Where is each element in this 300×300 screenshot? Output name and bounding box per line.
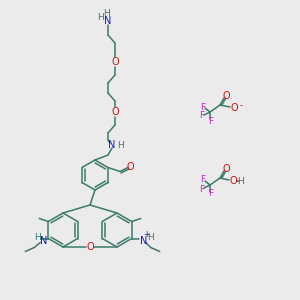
Text: H: H xyxy=(34,233,41,242)
Text: N: N xyxy=(108,140,116,150)
Text: H: H xyxy=(147,233,154,242)
Text: O: O xyxy=(222,91,230,101)
Text: F: F xyxy=(200,103,206,112)
Text: F: F xyxy=(200,112,205,121)
Text: O: O xyxy=(111,57,119,67)
Text: H: H xyxy=(98,14,104,22)
Text: O: O xyxy=(111,107,119,117)
Text: +: + xyxy=(143,230,150,239)
Text: O: O xyxy=(229,176,237,186)
Text: N: N xyxy=(140,236,147,245)
Text: H: H xyxy=(117,140,123,149)
Text: O: O xyxy=(230,103,238,113)
Text: -: - xyxy=(239,101,242,110)
Text: O: O xyxy=(222,164,230,174)
Text: F: F xyxy=(208,116,214,125)
Text: O: O xyxy=(126,161,134,172)
Text: H: H xyxy=(103,10,110,19)
Text: F: F xyxy=(200,184,205,194)
Text: H: H xyxy=(238,176,244,185)
Text: F: F xyxy=(208,190,214,199)
Text: F: F xyxy=(200,176,206,184)
Text: O: O xyxy=(86,242,94,252)
Text: N: N xyxy=(104,16,112,26)
Text: N: N xyxy=(40,236,47,245)
